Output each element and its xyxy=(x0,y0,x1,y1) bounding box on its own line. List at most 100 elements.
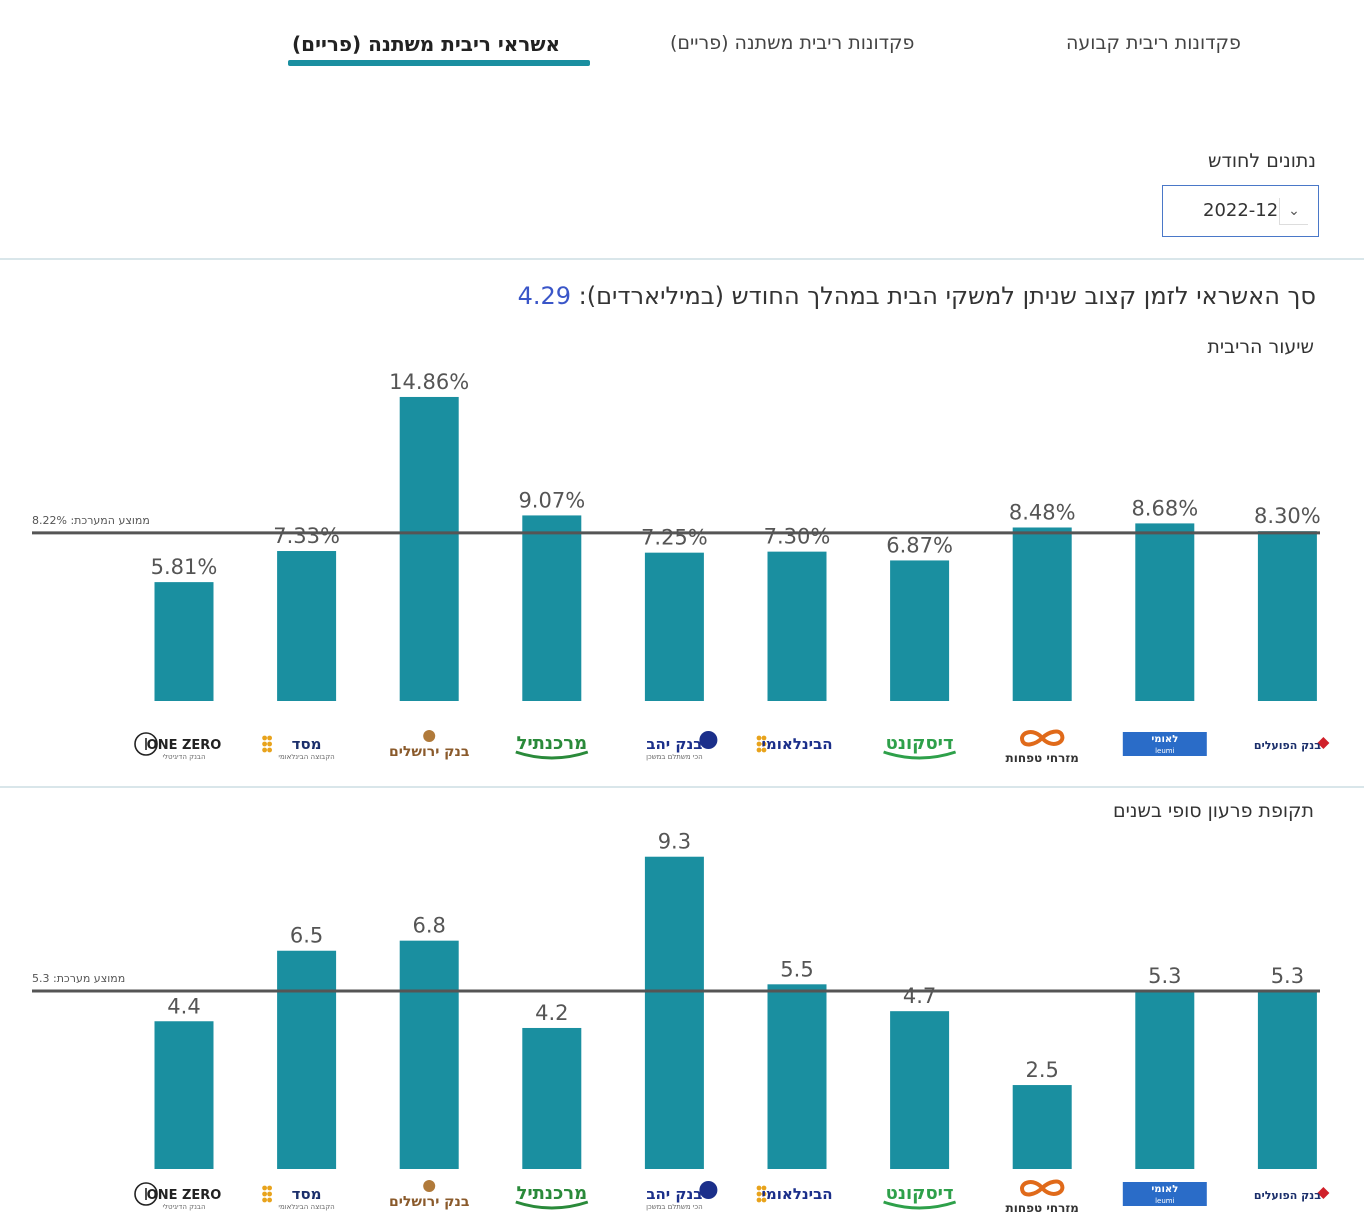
jerusalem-logo-text: בנק ירושלים xyxy=(389,1194,469,1210)
tab-prime-credit[interactable]: אשראי ריבית משתנה (פריים) xyxy=(292,32,561,56)
value-label-beinleumi: 5.5 xyxy=(780,957,813,981)
value-label-beinleumi: 7.30% xyxy=(764,525,831,549)
value-label-one-zero: 5.81% xyxy=(151,555,218,579)
tab-prime-deposits[interactable]: פקדונות ריבית משתנה (פריים) xyxy=(670,32,915,54)
value-label-leumi: 8.68% xyxy=(1131,496,1198,520)
yahav-logo-subtext: הכי משתלם במשכן xyxy=(646,1203,703,1211)
value-label-discount: 6.87% xyxy=(886,533,953,557)
discount-logo-text: דיסקונט xyxy=(886,733,954,754)
value-label-mercantile: 9.07% xyxy=(518,488,585,512)
masad-logo-text: מסד xyxy=(292,1185,322,1203)
bar-beinleumi[interactable] xyxy=(767,551,827,701)
bank-logo-beinleumi: הבינלאומי xyxy=(756,735,833,753)
hapoalim-logo-text: בנק הפועלים xyxy=(1254,1189,1321,1202)
chart-divider xyxy=(0,786,1364,788)
value-label-one-zero: 4.4 xyxy=(167,994,200,1018)
bar-yahav[interactable] xyxy=(644,856,704,1169)
bank-logo-discount: דיסקונט xyxy=(883,1183,957,1210)
bank-logo-jerusalem: בנק ירושלים xyxy=(389,730,469,760)
bank-logo-leumi: לאומי leumi xyxy=(1122,732,1207,756)
bar-hapoalim[interactable] xyxy=(1257,991,1317,1169)
leumi-logo-subtext: leumi xyxy=(1155,747,1175,755)
value-label-leumi: 5.3 xyxy=(1148,964,1181,988)
month-select[interactable]: 2022-12 ⌄ xyxy=(1162,185,1319,237)
tab-fixed-deposits[interactable]: פקדונות ריבית קבועה xyxy=(1066,32,1241,54)
bank-logo-hapoalim: בנק הפועלים xyxy=(1254,737,1330,752)
mercantile-logo-text: מרכנתיל xyxy=(516,1183,587,1204)
value-label-mercantile: 4.2 xyxy=(535,1001,568,1025)
bar-masad[interactable] xyxy=(277,950,337,1169)
bar-mizrahi[interactable] xyxy=(1012,527,1072,701)
one-zero-logo-subtext: הבנק הדיגיטלי xyxy=(162,1203,205,1211)
average-label: ממוצע מערכת: 5.3 xyxy=(32,972,125,985)
bank-logo-mercantile: מרכנתיל xyxy=(515,733,589,760)
bar-leumi[interactable] xyxy=(1135,991,1195,1169)
mizrahi-logo-text: מזרחי טפחות xyxy=(1006,1201,1079,1215)
value-label-yahav: 9.3 xyxy=(658,830,691,854)
month-select-value: 2022-12 xyxy=(1203,200,1279,221)
one-zero-logo-icon xyxy=(134,732,158,756)
yahav-globe-icon xyxy=(699,731,718,749)
yahav-logo-text: בנק יהב xyxy=(646,735,702,753)
beinleumi-logo-text: הבינלאומי xyxy=(761,1185,832,1203)
bank-logo-discount: דיסקונט xyxy=(883,733,957,760)
bar-leumi[interactable] xyxy=(1135,523,1195,701)
yahav-globe-icon xyxy=(699,1181,718,1199)
bar-one-zero[interactable] xyxy=(154,1021,214,1169)
bank-logo-jerusalem: בנק ירושלים xyxy=(389,1180,469,1210)
one-zero-logo-text: ONE ZERO xyxy=(147,1188,222,1203)
bar-mercantile[interactable] xyxy=(522,1027,582,1169)
bar-mercantile[interactable] xyxy=(522,515,582,701)
value-label-mizrahi: 8.48% xyxy=(1009,500,1076,524)
bar-yahav[interactable] xyxy=(644,552,704,701)
active-tab-indicator xyxy=(288,60,590,66)
bar-discount[interactable] xyxy=(890,560,950,701)
value-label-yahav: 7.25% xyxy=(641,526,708,550)
bar-discount[interactable] xyxy=(890,1011,950,1169)
mizrahi-infinity-icon xyxy=(1020,729,1065,747)
interest-rate-chart-title: שיעור הריבית xyxy=(1207,336,1314,358)
bar-beinleumi[interactable] xyxy=(767,984,827,1169)
leumi-logo-subtext: leumi xyxy=(1155,1197,1175,1205)
jerusalem-logo-text: בנק ירושלים xyxy=(389,744,469,760)
masad-logo-subtext: הקבוצה הבינלאומי xyxy=(278,1203,334,1211)
bar-one-zero[interactable] xyxy=(154,582,214,701)
jerusalem-logo-icon xyxy=(423,1180,436,1192)
value-label-masad: 6.5 xyxy=(290,924,323,948)
discount-logo-text: דיסקונט xyxy=(886,1183,954,1204)
bank-logo-mizrahi: מזרחי טפחות xyxy=(1006,729,1079,765)
hapoalim-logo-icon xyxy=(1317,1187,1330,1199)
jerusalem-logo-icon xyxy=(423,730,436,742)
bank-logo-mercantile: מרכנתיל xyxy=(515,1183,589,1210)
bank-logo-leumi: לאומי leumi xyxy=(1122,1182,1207,1206)
bar-jerusalem[interactable] xyxy=(399,396,459,701)
credit-total-headline: סך האשראי לזמן קצוב שניתן למשקי הבית במה… xyxy=(518,282,1316,310)
value-label-hapoalim: 8.30% xyxy=(1254,504,1321,528)
mizrahi-infinity-icon xyxy=(1020,1179,1065,1197)
month-filter-label: נתונים לחודש xyxy=(1208,150,1316,172)
credit-total-text: סך האשראי לזמן קצוב שניתן למשקי הבית במה… xyxy=(578,282,1316,310)
average-label: ממוצע המערכת: 8.22% xyxy=(32,514,150,527)
bank-logo-beinleumi: הבינלאומי xyxy=(756,1185,833,1203)
value-label-discount: 4.7 xyxy=(903,984,936,1008)
hapoalim-logo-text: בנק הפועלים xyxy=(1254,739,1321,752)
section-divider xyxy=(0,258,1364,260)
value-label-mizrahi: 2.5 xyxy=(1025,1058,1058,1082)
bar-masad[interactable] xyxy=(277,551,337,701)
one-zero-logo-subtext: הבנק הדיגיטלי xyxy=(162,753,205,761)
bar-hapoalim[interactable] xyxy=(1257,531,1317,701)
bar-jerusalem[interactable] xyxy=(399,940,459,1169)
bar-mizrahi[interactable] xyxy=(1012,1085,1072,1169)
mizrahi-logo-text: מזרחי טפחות xyxy=(1006,751,1079,765)
chevron-down-icon: ⌄ xyxy=(1279,198,1308,225)
yahav-logo-subtext: הכי משתלם במשכן xyxy=(646,753,703,761)
one-zero-logo-icon xyxy=(134,1182,158,1206)
yahav-logo-text: בנק יהב xyxy=(646,1185,702,1203)
masad-logo-text: מסד xyxy=(292,735,322,753)
